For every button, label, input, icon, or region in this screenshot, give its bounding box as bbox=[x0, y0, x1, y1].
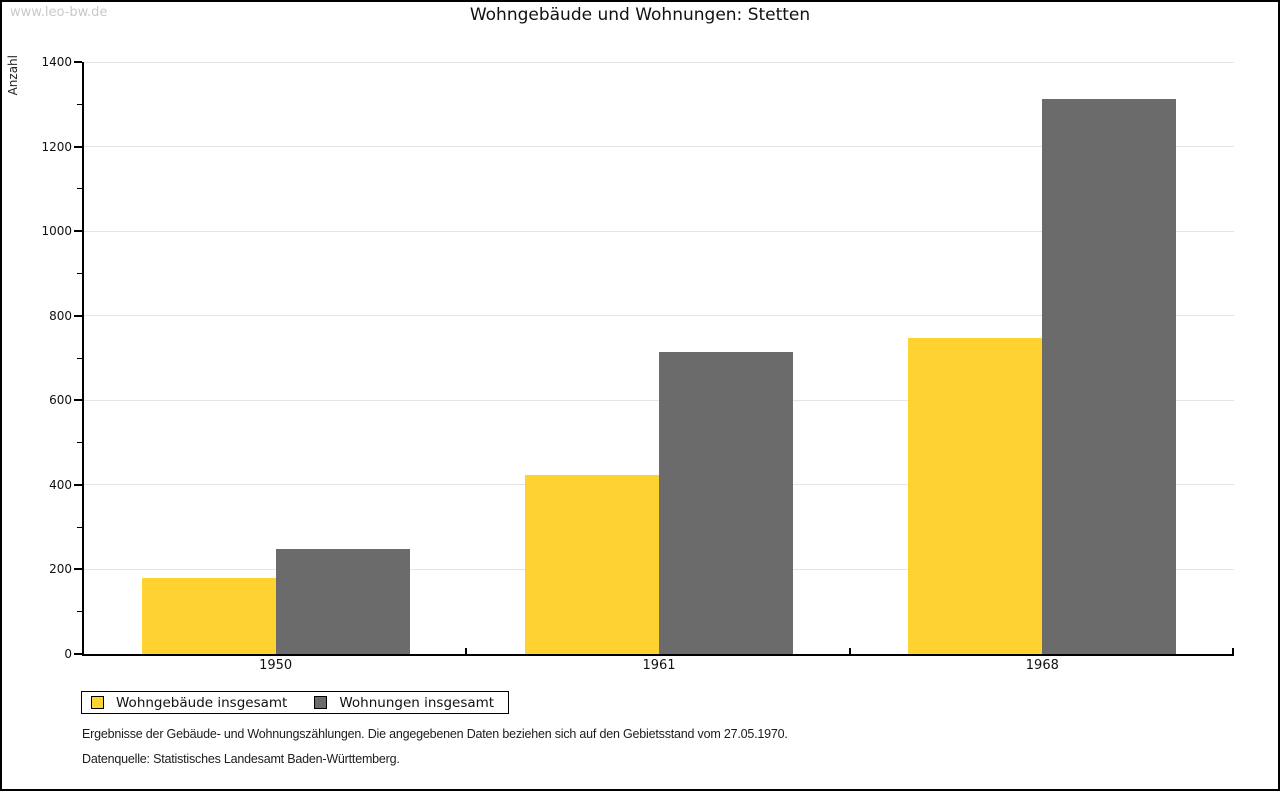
y-axis-major-tick bbox=[74, 314, 82, 317]
y-axis-minor-tick bbox=[77, 611, 82, 613]
x-axis-category-label: 1961 bbox=[642, 658, 676, 673]
legend: Wohngebäude insgesamt Wohnungen insgesamt bbox=[81, 691, 510, 714]
plot-area: 0 200 400 600 800 1000 1200 1400 1950 1961 1968 bbox=[41, 56, 1234, 672]
legend-item-0: Wohngebäude insgesamt bbox=[91, 695, 287, 711]
y-axis-major-tick bbox=[74, 399, 82, 402]
y-axis-minor-tick bbox=[77, 188, 82, 190]
y-axis-tick-label: 400 bbox=[49, 477, 72, 492]
y-axis-major-tick bbox=[74, 568, 82, 571]
y-axis-tick-label: 1200 bbox=[41, 139, 72, 154]
gridline-y-800 bbox=[84, 315, 1234, 317]
x-axis-category-label: 1968 bbox=[1025, 658, 1059, 673]
y-axis-minor-tick bbox=[77, 272, 82, 274]
y-axis-tick-label: 0 bbox=[64, 647, 72, 661]
y-axis-minor-tick bbox=[77, 442, 82, 444]
x-axis-tick bbox=[1232, 648, 1234, 654]
gridline-y-1000 bbox=[84, 230, 1234, 232]
y-axis-minor-tick bbox=[77, 526, 82, 528]
bar-1950-series-1 bbox=[275, 549, 410, 654]
footnote-line-2: Datenquelle: Statistisches Landesamt Bad… bbox=[82, 752, 400, 766]
y-axis-tick-label: 1400 bbox=[41, 55, 72, 69]
bar-1968-series-1 bbox=[1042, 99, 1177, 654]
footnote-line-1: Ergebnisse der Gebäude- und Wohnungszähl… bbox=[82, 727, 788, 741]
y-axis-major-tick bbox=[74, 145, 82, 148]
y-axis-major-tick bbox=[74, 61, 82, 63]
watermark: www.leo-bw.de bbox=[10, 5, 108, 20]
y-axis-tick-label: 800 bbox=[49, 308, 72, 323]
gridline-y-1400 bbox=[84, 61, 1234, 63]
y-axis-major-tick bbox=[74, 230, 82, 233]
x-axis-category-label: 1950 bbox=[259, 658, 293, 673]
y-axis-minor-tick bbox=[77, 357, 82, 359]
y-axis-major-tick bbox=[74, 653, 82, 655]
y-axis-minor-tick bbox=[77, 103, 82, 105]
legend-swatch-icon bbox=[314, 696, 328, 709]
bar-1961-series-1 bbox=[659, 352, 793, 654]
x-axis-tick bbox=[848, 648, 851, 654]
bar-1950-series-0 bbox=[141, 577, 276, 654]
y-axis-tick-label: 600 bbox=[49, 393, 72, 408]
y-axis-tick-label: 1000 bbox=[41, 224, 72, 239]
bar-1961-series-0 bbox=[525, 474, 659, 654]
chart-title: Wohngebäude und Wohnungen: Stetten bbox=[469, 5, 811, 25]
bar-1968-series-0 bbox=[908, 337, 1043, 654]
legend-label: Wohnungen insgesamt bbox=[339, 694, 495, 711]
y-axis-title: Anzahl bbox=[6, 55, 20, 96]
y-axis-major-tick bbox=[74, 483, 82, 486]
x-axis-tick bbox=[465, 648, 468, 654]
legend-swatch-icon bbox=[91, 696, 104, 709]
gridline-y-1200 bbox=[84, 146, 1234, 148]
legend-item-1: Wohnungen insgesamt bbox=[314, 695, 494, 711]
legend-label: Wohngebäude insgesamt bbox=[116, 694, 288, 711]
y-axis-tick-label: 200 bbox=[49, 562, 72, 577]
